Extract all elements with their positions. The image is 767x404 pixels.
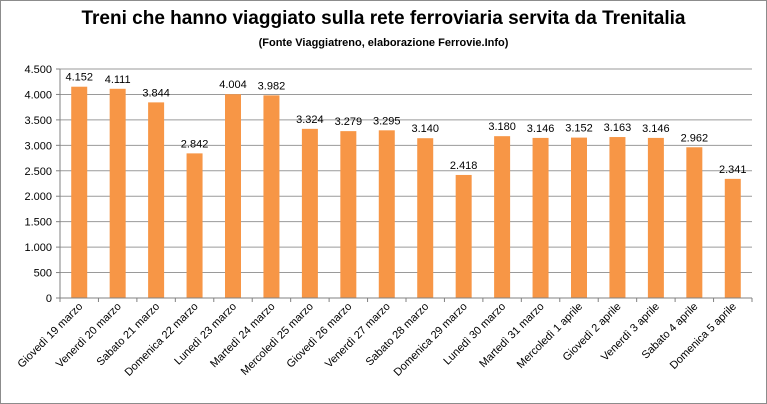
bar	[532, 137, 549, 298]
data-label: 2.418	[450, 160, 478, 172]
x-tick-label: Domenica 22 marzo	[123, 301, 201, 379]
bar	[301, 128, 318, 298]
y-axis: 0 500 1.000 1.500 2.000 2.500 3.000 3.500 4.000 4…	[24, 64, 61, 305]
bar	[417, 138, 434, 298]
data-label: 4.004	[219, 79, 247, 91]
bar	[71, 86, 88, 298]
y-tick-label: 3.500	[24, 115, 52, 127]
x-tick-label: Mercoledì 25 marzo	[239, 301, 316, 378]
data-label: 3.163	[604, 122, 632, 134]
bar	[225, 94, 241, 298]
y-tick-label: 1.500	[24, 217, 52, 229]
x-tick-label: Domenica 5 aprile	[668, 301, 739, 372]
data-label: 3.279	[335, 116, 363, 128]
bar	[724, 178, 741, 298]
x-tick-label: Giovedì 19 marzo	[15, 301, 85, 371]
bars	[71, 86, 741, 298]
data-label: 2.842	[181, 138, 209, 150]
y-tick-label: 4.500	[24, 64, 52, 76]
bar	[340, 131, 357, 298]
x-tick-label: Martedì 31 marzo	[477, 301, 546, 370]
chart-subtitle: (Fonte Viaggiatreno, elaborazione Ferrov…	[258, 37, 509, 49]
y-tick-label: 4.000	[24, 89, 52, 101]
data-label: 3.982	[258, 80, 286, 92]
data-label: 3.152	[565, 123, 593, 135]
data-label: 3.140	[411, 123, 439, 135]
bar	[263, 95, 280, 298]
bar	[571, 137, 587, 298]
y-tick-label: 2.000	[24, 191, 52, 203]
bar	[686, 147, 703, 298]
y-tick-label: 1.000	[24, 242, 52, 254]
y-tick-label: 0	[46, 293, 52, 305]
x-tick-label: Giovedì 26 marzo	[285, 301, 355, 371]
x-tick-label: Domenica 29 marzo	[392, 301, 470, 379]
data-label: 3.180	[488, 121, 516, 133]
y-tick-label: 3.000	[24, 140, 52, 152]
bar	[647, 137, 664, 298]
bar	[186, 153, 203, 298]
chart-title: Treni che hanno viaggiato sulla rete fer…	[81, 8, 686, 29]
data-labels: 4.152 4.111 3.844 2.842 4.004 3.982 3.324 3.279…	[65, 72, 746, 176]
x-tick-label: Venerdì 27 marzo	[323, 301, 393, 371]
data-label: 2.341	[719, 164, 747, 176]
bar	[494, 136, 511, 298]
bar	[148, 102, 165, 298]
data-label: 4.111	[105, 74, 131, 86]
data-label: 3.324	[296, 114, 324, 126]
bar	[455, 174, 472, 298]
y-tick-label: 500	[34, 268, 52, 280]
gridlines	[60, 68, 752, 299]
x-tick-label: Mercoledì 1 aprile	[515, 301, 585, 371]
x-tick-label: Martedì 24 marzo	[208, 301, 277, 370]
bar	[109, 88, 126, 298]
bar	[378, 130, 395, 298]
data-label: 3.844	[142, 87, 170, 99]
data-label: 3.146	[642, 123, 670, 135]
x-tick-label: Venerdì 20 marzo	[54, 301, 124, 371]
data-label: 3.146	[527, 123, 555, 135]
bar	[609, 137, 626, 298]
y-tick-label: 2.500	[24, 166, 52, 178]
data-label: 4.152	[65, 72, 93, 84]
data-label: 3.295	[373, 115, 401, 127]
data-label: 2.962	[681, 132, 709, 144]
